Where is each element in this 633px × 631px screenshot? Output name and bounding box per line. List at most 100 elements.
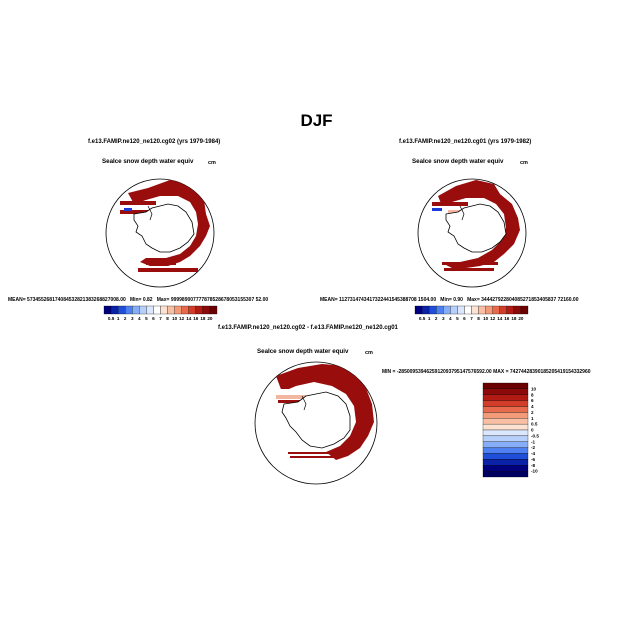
panel2-variable-label: SeaIce snow depth water equiv bbox=[412, 158, 504, 165]
panel1-variable-label: SeaIce snow depth water equiv bbox=[102, 158, 194, 165]
diff-colorbar-tick-label: -4 bbox=[531, 451, 536, 456]
panel1-min-value: 0.82 bbox=[142, 297, 153, 303]
panel2-colorbar-color-box bbox=[471, 305, 479, 315]
diff-colorbar-color-box bbox=[482, 465, 529, 472]
panel2-colorbar-color-box bbox=[436, 305, 444, 315]
panel2-colorbar-color-box bbox=[499, 305, 507, 315]
panel2-colorbar-color-box bbox=[506, 305, 515, 315]
panel2-colorbar-color-box bbox=[421, 305, 430, 315]
panel1-colorbar-tick-label: 16 bbox=[193, 316, 199, 321]
panel2-colorbar-color-box bbox=[443, 305, 451, 315]
panel2-colorbar-color-box bbox=[513, 305, 522, 315]
panel1-colorbar-tick-label: 0.5 bbox=[108, 316, 115, 321]
panel1-colorbar-tick-label: 12 bbox=[179, 316, 185, 321]
diff-colorbar-tick-label: -6 bbox=[531, 457, 536, 462]
diff-colorbar-color-box bbox=[482, 429, 529, 437]
diff-colorbar-color-box bbox=[482, 382, 529, 390]
panel2-colorbar-tick-label: 0.5 bbox=[419, 316, 426, 321]
diff-sea-ice-field bbox=[276, 364, 374, 460]
panel2-colorbar: 0.5 1 2 3 4 5 6 7 8 10 12 14 16 18 20 bbox=[414, 305, 529, 321]
panel2-case-label: f.e13.FAMIP.ne120_ne120.cg01 (yrs 1979-1… bbox=[399, 139, 532, 145]
panel1-case-label: f.e13.FAMIP.ne120_ne120.cg02 (yrs 1979-1… bbox=[88, 139, 221, 145]
diff-colorbar-color-box bbox=[482, 394, 529, 401]
panel1-colorbar-color-box bbox=[139, 305, 147, 315]
panel2-colorbar-tick-label: 1 bbox=[428, 316, 431, 321]
panel1-colorbar-color-box bbox=[117, 305, 126, 315]
diff-colorbar-tick-label: 10 bbox=[531, 386, 537, 391]
panel1-colorbar-color-box bbox=[195, 305, 204, 315]
diff-colorbar-tick-label: -0.5 bbox=[531, 433, 539, 438]
diff-units-label: cm bbox=[365, 350, 373, 356]
panel1-colorbar-color-box bbox=[146, 305, 154, 315]
panel1-colorbar-tick-label: 3 bbox=[131, 316, 134, 321]
panel2-colorbar-color-box bbox=[464, 305, 472, 315]
panel2-colorbar-tick-label: 14 bbox=[497, 316, 503, 321]
diff-colorbar-color-box bbox=[482, 412, 529, 419]
panel1-colorbar-tick-label: 5 bbox=[145, 316, 148, 321]
panel2-coastline bbox=[445, 203, 507, 253]
panel2-colorbar-tick-label: 18 bbox=[511, 316, 517, 321]
diff-colorbar-color-box bbox=[482, 406, 529, 413]
diff-colorbar-color-box bbox=[482, 423, 529, 431]
diff-coastline bbox=[281, 391, 351, 449]
panel1-units-label: cm bbox=[208, 160, 216, 166]
diff-map bbox=[254, 361, 378, 485]
panel1-colorbar-color-box bbox=[188, 305, 196, 315]
panel2-max-value: 344427922804085271853405837 72160.00 bbox=[481, 297, 579, 303]
panel2-colorbar-color-box bbox=[414, 305, 423, 315]
diff-colorbar-color-box bbox=[482, 435, 529, 442]
figure-title: DJF bbox=[300, 111, 333, 130]
diff-colorbar-color-box bbox=[482, 400, 529, 407]
panel2-max-label: Max= bbox=[467, 297, 480, 303]
diff-colorbar-color-box bbox=[482, 453, 529, 460]
panel2-colorbar-color-box bbox=[428, 305, 437, 315]
panel1-colorbar-color-box bbox=[125, 305, 133, 315]
panel2-min-value: 0.90 bbox=[453, 297, 463, 303]
diff-colorbar-tick-label: -1 bbox=[531, 439, 536, 444]
panel1-colorbar-tick-label: 6 bbox=[152, 316, 155, 321]
panel1-colorbar-tick-label: 8 bbox=[166, 316, 169, 321]
panel2-colorbar-tick-label: 7 bbox=[470, 316, 473, 321]
panel1-colorbar-color-box bbox=[202, 305, 211, 315]
panel2-units-label: cm bbox=[520, 160, 528, 166]
panel1-colorbar-color-box bbox=[103, 305, 112, 315]
panel1-colorbar-tick-label: 18 bbox=[200, 316, 206, 321]
panel1-colorbar-tick-label: 10 bbox=[172, 316, 178, 321]
diff-colorbar-tick-label: -8 bbox=[531, 463, 536, 468]
panel2-colorbar-color-box bbox=[520, 305, 529, 315]
diff-colorbar-tick-label: -10 bbox=[531, 469, 538, 474]
diff-colorbar-tick-label: 0.5 bbox=[531, 422, 538, 427]
diff-colorbar-color-box bbox=[482, 459, 529, 466]
panel2-map bbox=[417, 178, 527, 288]
panel2-colorbar-color-box bbox=[485, 305, 493, 315]
diff-colorbar-color-box bbox=[482, 441, 529, 448]
panel1-colorbar-color-box bbox=[110, 305, 119, 315]
diff-colorbar-color-box bbox=[482, 388, 529, 395]
panel2-colorbar-color-box bbox=[457, 305, 465, 315]
panel2-mean-value: 1127314743417322441545388708 1504.00 bbox=[339, 297, 437, 303]
panel1-map bbox=[105, 178, 215, 288]
panel2-colorbar-tick-label: 5 bbox=[456, 316, 459, 321]
panel1-colorbar-tick-label: 14 bbox=[186, 316, 192, 321]
panel1-colorbar-tick-label: 20 bbox=[207, 316, 213, 321]
panel2-colorbar-color-box bbox=[450, 305, 458, 315]
panel2-colorbar-tick-label: 12 bbox=[490, 316, 496, 321]
panel1-colorbar-color-box bbox=[181, 305, 189, 315]
diff-colorbar-color-box bbox=[482, 470, 529, 478]
diff-colorbar-tick-label: 1 bbox=[531, 416, 534, 421]
diff-colorbar-tick-label: -2 bbox=[531, 445, 536, 450]
panel1-max-label: Max= bbox=[156, 297, 170, 303]
panel1-colorbar: 0.5 1 2 3 4 5 6 7 8 10 12 14 16 18 20 bbox=[103, 305, 218, 321]
panel1-colorbar-color-box bbox=[174, 305, 182, 315]
diff-case-label: f.e13.FAMIP.ne120_ne120.cg02 - f.e13.FAM… bbox=[218, 325, 398, 331]
panel1-colorbar-tick-label: 4 bbox=[138, 316, 141, 321]
panel2-colorbar-tick-label: 20 bbox=[518, 316, 524, 321]
diff-colorbar-color-box bbox=[482, 447, 529, 454]
panel2-colorbar-tick-label: 16 bbox=[504, 316, 510, 321]
diff-colorbar-tick-label: 6 bbox=[531, 398, 534, 403]
panel2-colorbar-tick-label: 3 bbox=[442, 316, 445, 321]
panel1-colorbar-tick-label: 2 bbox=[124, 316, 127, 321]
panel2-colorbar-tick-label: 8 bbox=[477, 316, 480, 321]
panel2-colorbar-tick-label: 6 bbox=[463, 316, 466, 321]
